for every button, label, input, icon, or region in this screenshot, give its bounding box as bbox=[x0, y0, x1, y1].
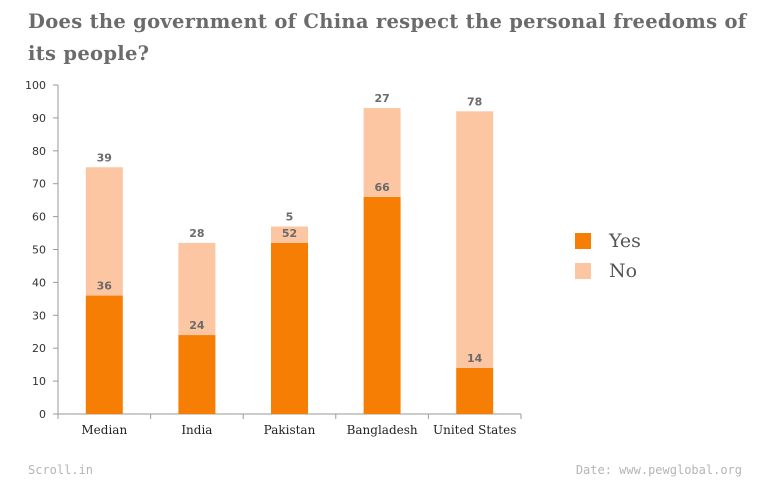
legend-item-no: No bbox=[575, 256, 641, 286]
bar-no-bangladesh bbox=[363, 108, 401, 197]
chart-legend: Yes No bbox=[575, 226, 641, 286]
y-tick-label: 70 bbox=[32, 178, 46, 191]
y-tick-label: 0 bbox=[39, 408, 46, 421]
x-category-label: United States bbox=[433, 423, 516, 437]
data-label: 27 bbox=[374, 92, 389, 105]
legend-swatch-no bbox=[575, 263, 591, 279]
x-category-label: Pakistan bbox=[264, 423, 316, 437]
data-label: 14 bbox=[467, 352, 483, 365]
legend-label-no: No bbox=[609, 260, 638, 282]
y-tick-label: 20 bbox=[32, 342, 46, 355]
data-label: 24 bbox=[189, 319, 205, 332]
y-tick-label: 100 bbox=[25, 79, 46, 92]
bar-yes-india bbox=[178, 335, 216, 414]
y-tick-label: 30 bbox=[32, 309, 46, 322]
x-category-label: Bangladesh bbox=[347, 423, 418, 437]
data-label: 39 bbox=[97, 151, 112, 164]
bar-no-median bbox=[85, 167, 123, 296]
chart-labels: 36 39 Median 24 28 India 52 5 Pakistan 66 27 Bangla… bbox=[81, 92, 516, 437]
bar-yes-united-states bbox=[456, 367, 494, 414]
chart-title: Does the government of China respect the… bbox=[28, 10, 747, 65]
bar-yes-pakistan bbox=[271, 242, 308, 414]
y-tick-label: 50 bbox=[32, 244, 46, 257]
data-label: 78 bbox=[467, 95, 482, 108]
bar-no-united-states bbox=[456, 111, 494, 368]
data-label: 66 bbox=[374, 181, 390, 194]
bar-no-india bbox=[178, 242, 216, 336]
y-tick-label: 10 bbox=[32, 375, 46, 388]
footer-source-left: Scroll.in bbox=[28, 463, 94, 477]
y-tick-label: 80 bbox=[32, 145, 46, 158]
bar-yes-median bbox=[85, 295, 123, 414]
bar-no-pakistan bbox=[271, 226, 308, 243]
legend-swatch-yes bbox=[575, 233, 591, 249]
data-label: 5 bbox=[286, 210, 294, 223]
y-tick-label: 60 bbox=[32, 211, 46, 224]
y-tick-label: 90 bbox=[32, 112, 46, 125]
y-tick-label: 40 bbox=[32, 276, 46, 289]
bar-yes-bangladesh bbox=[363, 196, 401, 414]
x-category-label: Median bbox=[81, 423, 127, 437]
chart-bars bbox=[85, 108, 494, 414]
legend-item-yes: Yes bbox=[575, 226, 641, 256]
data-label: 36 bbox=[97, 280, 113, 293]
legend-label-yes: Yes bbox=[609, 230, 641, 252]
footer-source-right: Date: www.pewglobal.org bbox=[575, 463, 742, 477]
chart-axes: 0 10 20 30 40 50 60 70 80 90 100 bbox=[25, 79, 522, 421]
data-label: 52 bbox=[282, 227, 297, 240]
x-category-label: India bbox=[181, 423, 212, 437]
data-label: 28 bbox=[189, 227, 204, 240]
